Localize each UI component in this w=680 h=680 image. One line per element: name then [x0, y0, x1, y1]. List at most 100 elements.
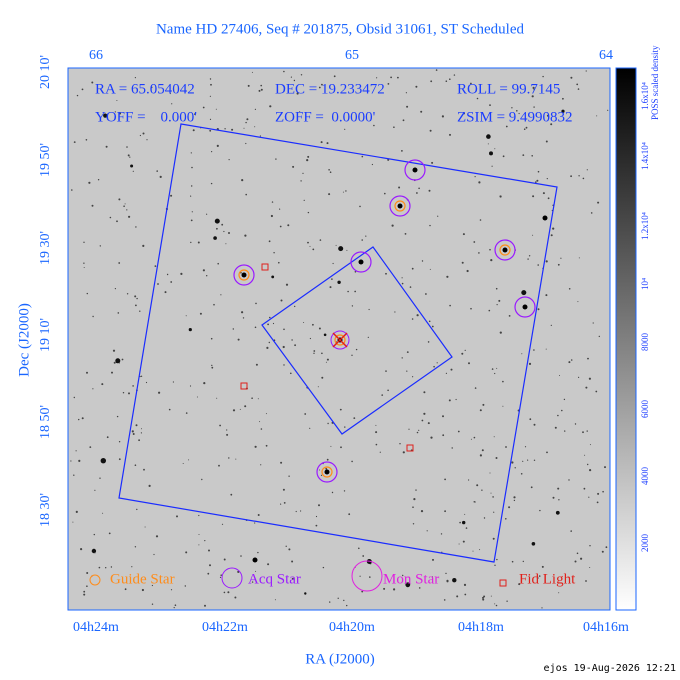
- star: [472, 550, 474, 552]
- star: [423, 391, 426, 394]
- star: [70, 460, 72, 462]
- star: [202, 106, 205, 109]
- frame: [67, 67, 611, 611]
- star: [190, 219, 193, 222]
- star: [527, 258, 529, 260]
- star: [206, 213, 208, 215]
- star: [221, 523, 224, 525]
- star: [88, 181, 91, 184]
- star: [338, 246, 344, 252]
- star: [465, 527, 468, 529]
- star: [319, 469, 320, 471]
- star: [99, 245, 102, 247]
- star: [159, 175, 162, 178]
- star: [299, 111, 301, 113]
- star: [170, 589, 173, 591]
- star: [145, 381, 148, 384]
- star: [221, 223, 224, 226]
- star: [576, 552, 579, 555]
- fid-light: [240, 382, 248, 390]
- star: [116, 220, 118, 223]
- star: [577, 88, 580, 90]
- star: [605, 546, 608, 549]
- star: [154, 265, 157, 267]
- star: [136, 297, 138, 300]
- star: [550, 324, 552, 326]
- star: [397, 76, 399, 79]
- star: [294, 305, 296, 308]
- star: [561, 109, 565, 113]
- fid-light: [261, 263, 269, 271]
- star: [257, 551, 259, 554]
- star: [80, 548, 83, 551]
- star: [463, 112, 465, 115]
- star: [267, 563, 270, 566]
- star: [219, 576, 222, 579]
- star: [86, 371, 88, 374]
- star: [473, 241, 476, 243]
- star: [337, 597, 339, 599]
- star: [348, 513, 351, 516]
- star: [335, 244, 337, 246]
- star: [237, 338, 240, 341]
- star: [505, 518, 507, 520]
- star: [494, 564, 496, 566]
- star: [496, 558, 498, 561]
- star: [134, 295, 137, 298]
- star: [473, 501, 476, 503]
- star: [304, 413, 307, 415]
- star: [304, 592, 307, 595]
- star: [302, 172, 304, 174]
- star: [476, 484, 479, 487]
- star: [142, 244, 145, 247]
- star: [197, 241, 200, 244]
- star: [495, 457, 498, 459]
- star: [466, 269, 469, 273]
- star: [538, 577, 539, 579]
- star: [371, 163, 373, 166]
- star: [158, 391, 161, 394]
- star: [254, 522, 256, 524]
- star: [217, 262, 219, 265]
- star: [547, 197, 550, 200]
- acq-star: [389, 195, 411, 217]
- star: [479, 219, 482, 221]
- star: [232, 409, 236, 412]
- star: [111, 371, 113, 374]
- star: [563, 398, 566, 401]
- star: [425, 293, 427, 295]
- star: [496, 367, 498, 369]
- star: [559, 375, 560, 376]
- star: [574, 423, 577, 425]
- star: [191, 185, 193, 187]
- star: [141, 588, 144, 592]
- star: [282, 345, 285, 349]
- star: [78, 459, 81, 462]
- star: [532, 195, 535, 198]
- star: [94, 489, 96, 491]
- star: [604, 466, 606, 469]
- star: [387, 83, 390, 85]
- star: [470, 307, 472, 310]
- star: [550, 123, 553, 126]
- star: [191, 211, 193, 213]
- star: [486, 134, 491, 139]
- star: [558, 592, 560, 594]
- star: [89, 446, 92, 448]
- star: [255, 570, 257, 572]
- star: [433, 365, 435, 368]
- acq-star: [330, 330, 350, 350]
- star: [118, 458, 121, 461]
- star: [361, 239, 364, 241]
- star: [326, 142, 329, 145]
- star: [126, 209, 128, 211]
- star: [164, 291, 167, 294]
- star: [182, 463, 184, 464]
- star: [385, 272, 387, 275]
- star: [351, 460, 353, 463]
- star: [546, 114, 549, 117]
- star: [114, 111, 116, 113]
- star: [312, 323, 314, 326]
- star: [116, 415, 119, 418]
- info-zsim: ZSIM = 9.4990832: [457, 109, 573, 125]
